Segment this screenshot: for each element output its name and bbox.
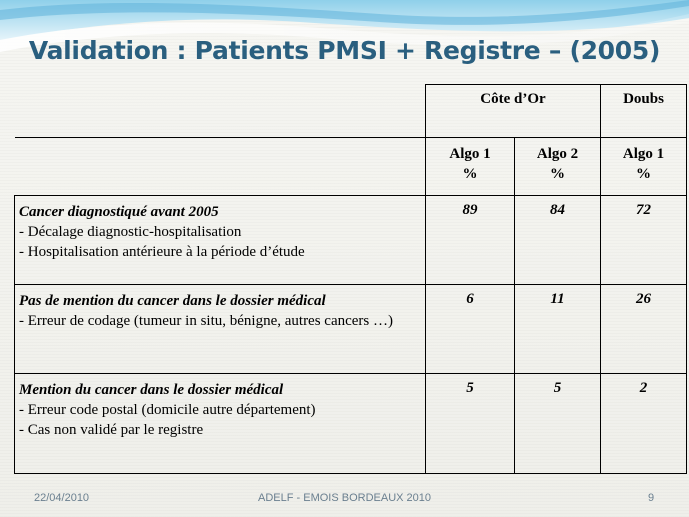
- row-title: Cancer diagnostiqué avant 2005: [19, 204, 219, 220]
- table-row: Mention du cancer dans le dossier médica…: [14, 373, 687, 474]
- results-table: Côte d’Or Doubs Algo 1 % Algo 2 % Algo 1…: [14, 84, 687, 474]
- value-cell: 5: [425, 373, 515, 474]
- table-row: Cancer diagnostiqué avant 2005 - Décalag…: [14, 195, 687, 285]
- value-cell: 84: [514, 195, 601, 285]
- subheader-algo2-cote-dor: Algo 2 %: [514, 137, 601, 196]
- empty-corner-cell: [14, 84, 426, 138]
- row-label-cell: Cancer diagnostiqué avant 2005 - Décalag…: [14, 195, 426, 285]
- group-header-doubs: Doubs: [600, 84, 687, 138]
- value-cell: 2: [600, 373, 687, 474]
- footer-event: ADELF - EMOIS BORDEAUX 2010: [258, 492, 431, 504]
- header-wave-decoration: [0, 0, 689, 52]
- subheader-label: Algo 1: [622, 146, 665, 162]
- row-title: Pas de mention du cancer dans le dossier…: [19, 293, 326, 309]
- footer-date: 22/04/2010: [34, 492, 90, 504]
- row-label-cell: Pas de mention du cancer dans le dossier…: [14, 284, 426, 374]
- value-cell: 11: [514, 284, 601, 374]
- row-label-cell: Mention du cancer dans le dossier médica…: [14, 373, 426, 474]
- value-cell: 26: [600, 284, 687, 374]
- subheader-algo1-cote-dor: Algo 1 %: [425, 137, 515, 196]
- subheader-unit: %: [636, 166, 651, 182]
- row-detail: - Erreur code postal (domicile autre dép…: [19, 402, 316, 418]
- row-title: Mention du cancer dans le dossier médica…: [19, 382, 284, 398]
- value-cell: 6: [425, 284, 515, 374]
- subheader-label: Algo 1: [449, 146, 491, 162]
- row-detail: - Décalage diagnostic-hospitalisation: [19, 224, 242, 240]
- row-detail: - Hospitalisation antérieure à la périod…: [19, 244, 305, 260]
- sub-header-row: Algo 1 % Algo 2 % Algo 1 %: [14, 137, 687, 196]
- subheader-algo1-doubs: Algo 1 %: [600, 137, 687, 196]
- group-header-row: Côte d’Or Doubs: [14, 84, 687, 138]
- subheader-unit: %: [550, 166, 565, 182]
- footer-page-number: 9: [648, 492, 655, 504]
- subheader-label: Algo 2: [536, 146, 579, 162]
- subheader-unit: %: [462, 166, 478, 182]
- group-header-cote-dor: Côte d’Or: [425, 84, 601, 138]
- empty-corner-cell: [14, 137, 426, 196]
- value-cell: 89: [425, 195, 515, 285]
- value-cell: 72: [600, 195, 687, 285]
- value-cell: 5: [514, 373, 601, 474]
- row-detail: - Cas non validé par le registre: [19, 422, 204, 438]
- table-row: Pas de mention du cancer dans le dossier…: [14, 284, 687, 374]
- slide-title: Validation : Patients PMSI + Registre – …: [28, 36, 661, 65]
- row-detail: - Erreur de codage (tumeur in situ, béni…: [19, 313, 394, 329]
